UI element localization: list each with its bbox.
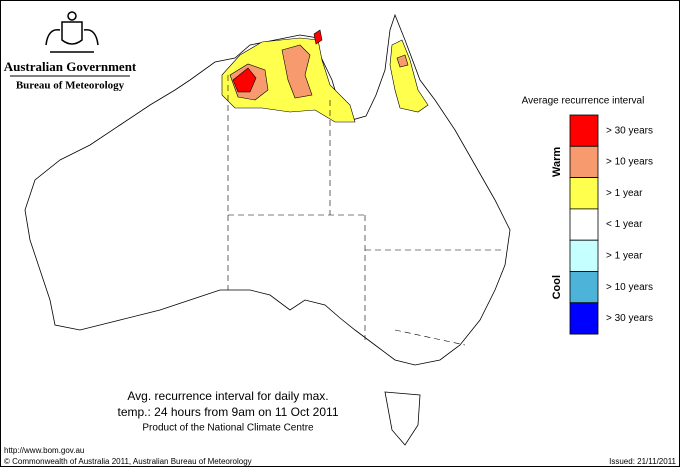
- legend-swatch: [569, 208, 599, 241]
- legend-swatch: [569, 271, 599, 304]
- orange-b: [281, 44, 313, 99]
- url: http://www.bom.gov.au: [4, 446, 84, 455]
- legend-label: > 30 years: [606, 313, 653, 324]
- crest: [45, 11, 99, 53]
- issued: Issued: 21/11/2011: [609, 457, 676, 466]
- bureau-name: Bureau of Meteorology: [16, 80, 125, 92]
- legend-swatch: [569, 239, 599, 272]
- copyright: © Commonwealth of Australia 2011, Austra…: [4, 457, 252, 466]
- legend: > 30 years > 10 years > 1 year < 1 year > 1 …: [551, 114, 653, 335]
- legend-label: > 1 year: [606, 188, 643, 199]
- legend-title: Average recurrence interval: [522, 96, 645, 107]
- legend-swatch: [569, 177, 599, 210]
- legend-swatch: [569, 302, 599, 335]
- legend-label: > 30 years: [606, 125, 653, 136]
- state-borders: [227, 75, 505, 346]
- red-a: [232, 67, 257, 93]
- caption-line: Product of the National Climate Centre: [142, 423, 314, 434]
- caption-line: Avg. recurrence interval for daily max.: [127, 389, 328, 403]
- orange-qld: [396, 54, 409, 68]
- legend-label: > 10 years: [606, 282, 653, 293]
- legend-group: Cool: [551, 275, 563, 299]
- legend-label: > 10 years: [606, 157, 653, 168]
- legend-label: > 1 year: [606, 250, 643, 261]
- mainland: [24, 13, 511, 366]
- legend-label: < 1 year: [606, 219, 643, 230]
- tasmania: [384, 391, 421, 446]
- caption-line: temp.: 24 hours from 9am on 11 Oct 2011: [117, 405, 338, 419]
- gov-name: Australian Government: [4, 59, 137, 74]
- legend-swatch: [569, 114, 599, 147]
- legend-group: Warm: [551, 147, 563, 177]
- legend-swatch: [569, 145, 599, 179]
- map: [24, 13, 511, 446]
- red-b: [313, 29, 323, 45]
